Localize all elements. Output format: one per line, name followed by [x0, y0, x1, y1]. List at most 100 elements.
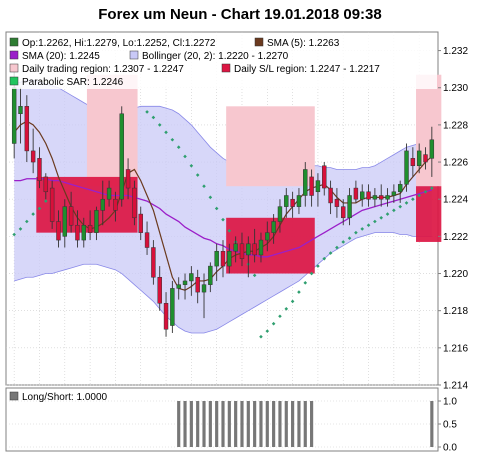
longshort-bar — [259, 401, 263, 447]
candle-body — [24, 106, 30, 152]
candle-body — [258, 239, 264, 256]
sar-point — [341, 240, 346, 244]
candle-body — [30, 150, 36, 163]
sar-point — [385, 212, 390, 216]
longshort-bar — [183, 401, 187, 447]
candle-body — [62, 206, 68, 237]
candle-body — [416, 150, 422, 167]
longshort-bar — [297, 401, 301, 447]
candle-body — [246, 243, 251, 256]
candle-body — [404, 150, 409, 185]
y-tick-label: 1.228 — [443, 120, 468, 131]
sar-point — [335, 245, 339, 250]
candle-body — [265, 232, 270, 241]
candle-body — [290, 198, 295, 207]
candle-body — [144, 232, 150, 248]
longshort-bar — [278, 401, 282, 447]
legend-label: Daily S/L region: 1.2247 - 1.2217 — [234, 64, 380, 75]
candle-body — [195, 276, 200, 293]
candle-body — [341, 206, 346, 219]
candle-body — [277, 206, 283, 222]
candle-body — [296, 195, 302, 207]
candle-body — [271, 221, 276, 233]
candle-body — [87, 224, 93, 233]
longshort-bar — [310, 401, 314, 447]
longshort-bar — [303, 401, 307, 447]
candle-body — [322, 165, 327, 189]
candle-body — [49, 187, 55, 222]
legend-swatch — [221, 63, 231, 73]
sar-point — [44, 199, 48, 203]
longshort-bar — [284, 401, 288, 447]
candles-layer — [11, 65, 435, 337]
candle-body — [11, 87, 17, 144]
candle-body — [132, 187, 137, 219]
legend-swatch — [129, 50, 139, 60]
candle-body — [113, 198, 118, 211]
sar-point — [379, 215, 384, 220]
candle-body — [353, 187, 359, 200]
candle-body — [378, 195, 384, 200]
sar-point — [423, 189, 428, 194]
trading-region — [226, 106, 315, 187]
candle-body — [157, 276, 162, 304]
sar-point — [284, 307, 289, 311]
trading-region — [86, 74, 138, 187]
sar-point — [157, 123, 162, 127]
longshort-bar — [202, 401, 206, 447]
legend-label: Op:1.2262, Hi:1.2279, Lo:1.2252, Cl:1.22… — [22, 38, 216, 49]
sar-point — [37, 206, 42, 211]
longshort-tick-label: 1.0 — [443, 397, 457, 408]
sar-point — [145, 110, 149, 114]
legend-swatch — [9, 37, 19, 47]
sar-point — [411, 197, 415, 202]
candle-body — [170, 288, 175, 326]
candle-body — [372, 195, 378, 200]
y-tick-label: 1.224 — [443, 195, 468, 206]
longshort-bar — [221, 401, 225, 447]
sar-point — [12, 232, 16, 237]
longshort-bar — [430, 401, 434, 447]
sar-point — [360, 227, 365, 231]
y-tick-label: 1.220 — [443, 269, 468, 280]
candle-body — [100, 198, 105, 211]
sar-point — [392, 208, 396, 213]
candle-body — [68, 206, 74, 226]
candle-body — [182, 280, 188, 285]
y-tick-label: 1.218 — [443, 306, 468, 317]
y-axis-ticks: 1.214 1.216 1.218 1.220 1.222 1.224 1.226 1.228… — [438, 46, 468, 392]
sar-point — [195, 173, 200, 177]
longshort-tick-label: 0.0 — [443, 443, 457, 454]
y-tick-label: 1.226 — [443, 158, 468, 169]
legend-label: Daily trading region: 1.2307 - 1.2247 — [22, 64, 184, 75]
sar-point — [430, 186, 434, 190]
longshort-tick-label: 0.5 — [443, 420, 457, 431]
candle-body — [119, 113, 124, 200]
sar-point — [25, 219, 29, 224]
legend-label: SMA (5): 1.2263 — [267, 38, 340, 49]
longshort-legend-label: Long/Short: 1.0000 — [22, 392, 108, 403]
legend-swatch — [9, 63, 19, 73]
sar-point — [354, 230, 358, 235]
candle-body — [125, 169, 131, 189]
legend-label: SMA (20): 1.2245 — [22, 51, 100, 62]
sar-point — [347, 236, 352, 241]
chart-title: Forex um Neun - Chart 19.01.2018 09:38 — [98, 6, 381, 23]
longshort-bar — [234, 401, 238, 447]
longshort-legend-swatch — [9, 391, 19, 401]
y-tick-label: 1.222 — [443, 232, 468, 243]
candle-body — [309, 176, 314, 196]
candle-body — [37, 158, 42, 181]
candle-body — [239, 243, 245, 259]
longshort-bar — [196, 401, 200, 447]
candle-body — [189, 273, 194, 282]
bollinger-lower-line — [14, 232, 432, 334]
sar-point — [322, 256, 327, 261]
sar-point — [373, 219, 377, 224]
candle-body — [423, 154, 428, 163]
sar-point — [202, 184, 206, 189]
longshort-bar — [265, 401, 269, 447]
candle-body — [227, 250, 232, 267]
y-tick-label: 1.214 — [443, 381, 468, 392]
